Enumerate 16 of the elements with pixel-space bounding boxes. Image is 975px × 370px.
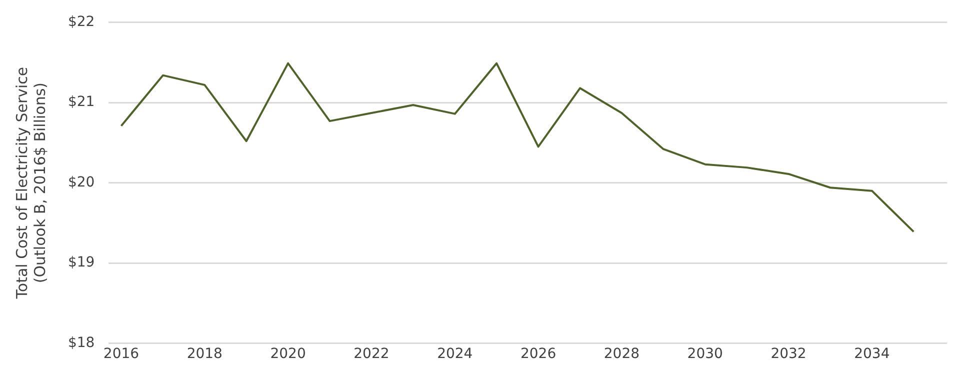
y-axis-title: Total Cost of Electricity Service (Outlook B, 2016$ Billions) <box>12 66 49 300</box>
x-tick-label: 2030 <box>687 346 723 362</box>
y-tick-label: $21 <box>68 94 95 110</box>
y-tick-label: $22 <box>68 14 95 30</box>
x-tick-label: 2020 <box>270 346 306 362</box>
y-tick-label: $18 <box>68 334 95 351</box>
x-tick-label: 2026 <box>520 346 556 362</box>
y-tick-label: $20 <box>68 174 95 190</box>
x-tick-label: 2016 <box>103 346 140 362</box>
x-tick-label: 2032 <box>770 346 806 362</box>
x-tick-label: 2024 <box>437 346 473 362</box>
x-tick-label: 2034 <box>854 346 890 362</box>
x-tick-label: 2018 <box>186 346 222 362</box>
x-tick-label: 2028 <box>604 346 640 362</box>
x-tick-label: 2022 <box>354 346 390 362</box>
y-tick-label: $19 <box>68 254 95 271</box>
